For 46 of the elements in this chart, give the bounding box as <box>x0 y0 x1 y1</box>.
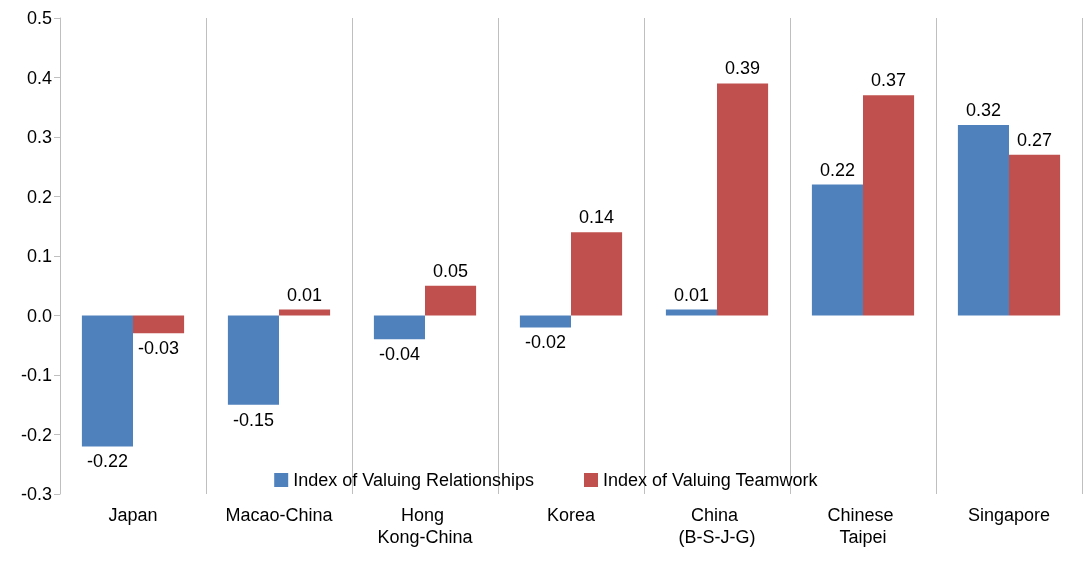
x-tick-label: Korea <box>546 505 596 525</box>
y-tick-label: -0.3 <box>20 484 52 504</box>
bar <box>425 285 477 316</box>
bar <box>81 315 133 447</box>
data-label: -0.22 <box>86 451 128 472</box>
data-label: -0.04 <box>378 344 420 365</box>
bar <box>571 232 623 316</box>
y-tick-label: 0.3 <box>26 127 52 147</box>
bar <box>133 315 185 334</box>
bar <box>957 125 1009 316</box>
bar <box>665 309 717 316</box>
data-label: 0.01 <box>287 284 323 305</box>
x-tick-label: Macao-China <box>225 505 334 525</box>
y-tick-label: -0.2 <box>20 424 52 445</box>
data-label: -0.02 <box>524 332 566 353</box>
bar <box>373 315 425 340</box>
data-label: 0.22 <box>819 159 855 180</box>
y-tick-label: 0.1 <box>26 246 52 266</box>
x-tick-label: China (B-S-J-G) <box>678 505 756 547</box>
legend-label: Index of Valuing Relationships <box>293 470 535 490</box>
data-label: -0.15 <box>232 409 274 430</box>
x-tick-label: Hong Kong-China <box>377 505 474 547</box>
bar <box>811 184 863 316</box>
y-tick-label: 0.0 <box>26 305 52 326</box>
data-label: 0.14 <box>579 207 615 228</box>
data-label: 0.05 <box>433 260 469 281</box>
y-tick-label: 0.4 <box>26 67 52 88</box>
bar <box>279 309 331 316</box>
bar <box>227 315 279 405</box>
data-label: 0.39 <box>725 58 761 79</box>
data-label: 0.37 <box>871 70 907 91</box>
y-tick-label: 0.2 <box>26 186 52 207</box>
x-tick-label: Singapore <box>967 505 1051 525</box>
data-label: -0.03 <box>138 338 180 359</box>
data-label: 0.32 <box>965 100 1001 121</box>
bar <box>519 315 571 328</box>
x-tick-label: Chinese Taipei <box>827 505 899 547</box>
bar <box>717 83 769 316</box>
y-tick-label: 0.5 <box>26 8 52 28</box>
x-tick-label: Japan <box>108 505 158 525</box>
data-label: 0.27 <box>1017 129 1053 150</box>
legend-label: Index of Valuing Teamwork <box>603 470 819 490</box>
bar <box>1009 154 1061 316</box>
bar <box>863 95 915 316</box>
data-label: 0.01 <box>673 284 709 305</box>
y-tick-label: -0.1 <box>20 365 52 385</box>
